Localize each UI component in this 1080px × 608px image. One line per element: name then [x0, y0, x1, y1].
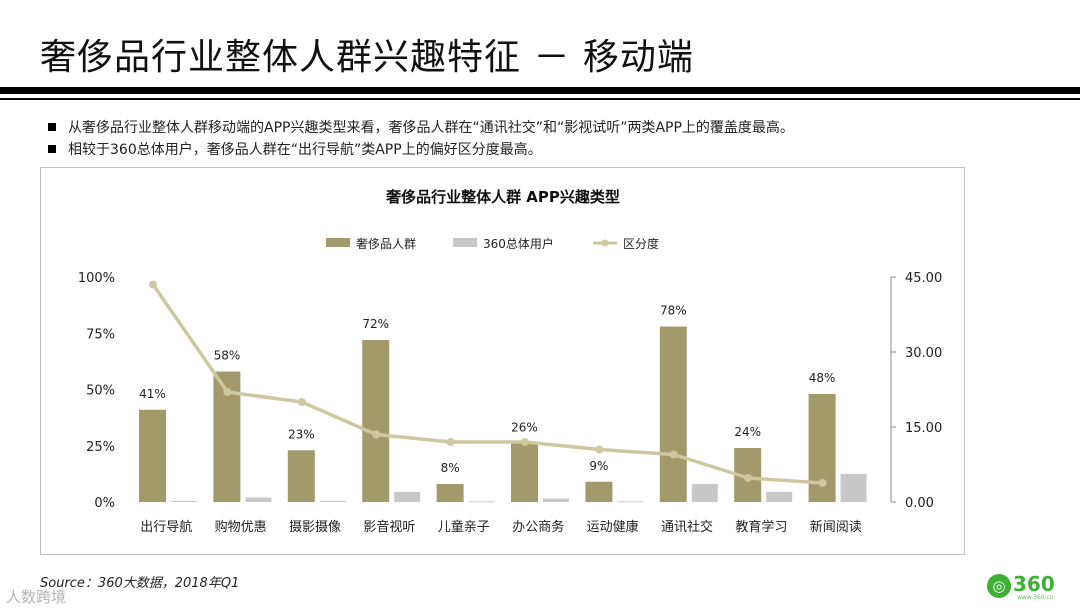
brand-logo: ◎ 360 www.360.cn — [987, 572, 1067, 602]
bar-luxury — [436, 484, 464, 502]
x-tick-label: 儿童亲子 — [438, 519, 490, 535]
logo-mark-icon: ◎ — [987, 574, 1011, 598]
chart-container: 奢侈品行业整体人群 APP兴趣类型奢侈品人群 360总体用户 区分度 0% 25% 50%… — [40, 167, 965, 555]
x-tick-label: 影音视听 — [363, 519, 415, 535]
bar-360 — [319, 500, 346, 502]
bar-luxury — [511, 443, 538, 502]
bar-luxury-label: 9% — [589, 459, 608, 473]
bar-luxury — [287, 450, 315, 502]
watermark: 人数跨境 — [6, 588, 67, 606]
bar-luxury — [659, 326, 687, 502]
page-title: 奢侈品行业整体人群兴趣特征 － 移动端 — [40, 37, 694, 78]
square-bullet-icon — [48, 145, 56, 153]
title-divider-thick — [0, 87, 1080, 94]
x-tick-label: 运动健康 — [587, 519, 639, 535]
y-left-tick-label: 75% — [86, 327, 115, 342]
x-tick-label: 教育学习 — [735, 519, 787, 535]
bar-360 — [840, 473, 867, 502]
bar-luxury-label: 72% — [362, 317, 389, 331]
x-tick-label: 新闻阅读 — [810, 519, 862, 535]
line-point — [297, 398, 306, 406]
legend-label: 360总体用户 — [483, 236, 554, 251]
line-point — [744, 474, 753, 482]
bullet-text: 相较于360总体用户，奢侈品人群在“出行导航”类APP上的偏好区分度最高。 — [68, 142, 542, 158]
line-point — [521, 438, 529, 446]
bar-luxury — [362, 340, 390, 502]
line-point — [818, 479, 827, 487]
chart-title: 奢侈品行业整体人群 APP兴趣类型 — [385, 188, 620, 206]
x-tick-label: 出行导航 — [140, 519, 192, 535]
legend-label: 奢侈品人群 — [356, 237, 416, 251]
bar-luxury-label: 48% — [809, 371, 836, 385]
legend-swatch — [453, 238, 477, 247]
bar-luxury-label: 24% — [734, 425, 761, 439]
bar-luxury — [585, 481, 613, 502]
logo-subtext: www.360.cn — [1017, 594, 1054, 601]
line-point — [223, 388, 232, 396]
y-left-tick-label: 50% — [86, 384, 115, 399]
line-point — [372, 430, 381, 439]
x-tick-label: 摄影摄像 — [289, 520, 341, 535]
x-tick-label: 购物优惠 — [215, 519, 267, 535]
bullet-text: 从奢侈品行业整体人群移动端的APP兴趣类型来看，奢侈品人群在“通讯社交”和“影视… — [68, 120, 794, 136]
bar-360 — [543, 498, 569, 502]
bar-360 — [617, 501, 644, 503]
y-right-tick-label: 45.00 — [905, 271, 942, 286]
line-discrimination — [151, 283, 823, 485]
line-point — [149, 280, 157, 289]
bullet-list: 从奢侈品行业整体人群移动端的APP兴趣类型来看，奢侈品人群在“通讯社交”和“影视… — [48, 116, 794, 160]
bullet-item: 相较于360总体用户，奢侈品人群在“出行导航”类APP上的偏好区分度最高。 — [48, 138, 794, 160]
bar-360 — [394, 491, 421, 502]
line-point — [446, 438, 455, 446]
bar-360 — [691, 484, 718, 502]
line-point — [669, 450, 678, 459]
y-left-tick-label: 100% — [78, 271, 115, 286]
y-left-tick-label: 0% — [94, 496, 115, 511]
bar-luxury-label: 8% — [441, 461, 460, 475]
legend-swatch — [601, 239, 609, 247]
bar-360 — [171, 500, 197, 502]
bar-luxury-label: 26% — [511, 421, 538, 435]
bar-luxury — [139, 409, 166, 502]
y-right-tick-label: 0.00 — [905, 496, 934, 511]
logo-text: 360 — [1013, 572, 1055, 596]
x-tick-label: 通讯社交 — [661, 519, 713, 535]
bar-luxury-label: 78% — [660, 304, 687, 318]
bullet-item: 从奢侈品行业整体人群移动端的APP兴趣类型来看，奢侈品人群在“通讯社交”和“影视… — [48, 116, 794, 138]
square-bullet-icon — [48, 123, 56, 131]
legend-swatch — [326, 238, 350, 247]
y-right-tick-label: 30.00 — [905, 346, 942, 361]
bar-luxury-label: 23% — [288, 427, 315, 441]
source-note: Source：360大数据，2018年Q1 — [40, 576, 240, 591]
y-left-tick-label: 25% — [86, 440, 115, 455]
bar-360 — [766, 491, 793, 502]
title-divider-thin — [0, 98, 1080, 100]
bar-luxury-label: 41% — [139, 387, 166, 401]
bar-360 — [468, 501, 495, 503]
y-right-tick-label: 15.00 — [905, 421, 942, 436]
x-tick-label: 办公商务 — [512, 519, 564, 535]
bar-luxury-label: 58% — [214, 349, 241, 363]
line-point — [595, 445, 604, 454]
legend-label: 区分度 — [623, 236, 659, 251]
bar-360 — [245, 497, 272, 502]
